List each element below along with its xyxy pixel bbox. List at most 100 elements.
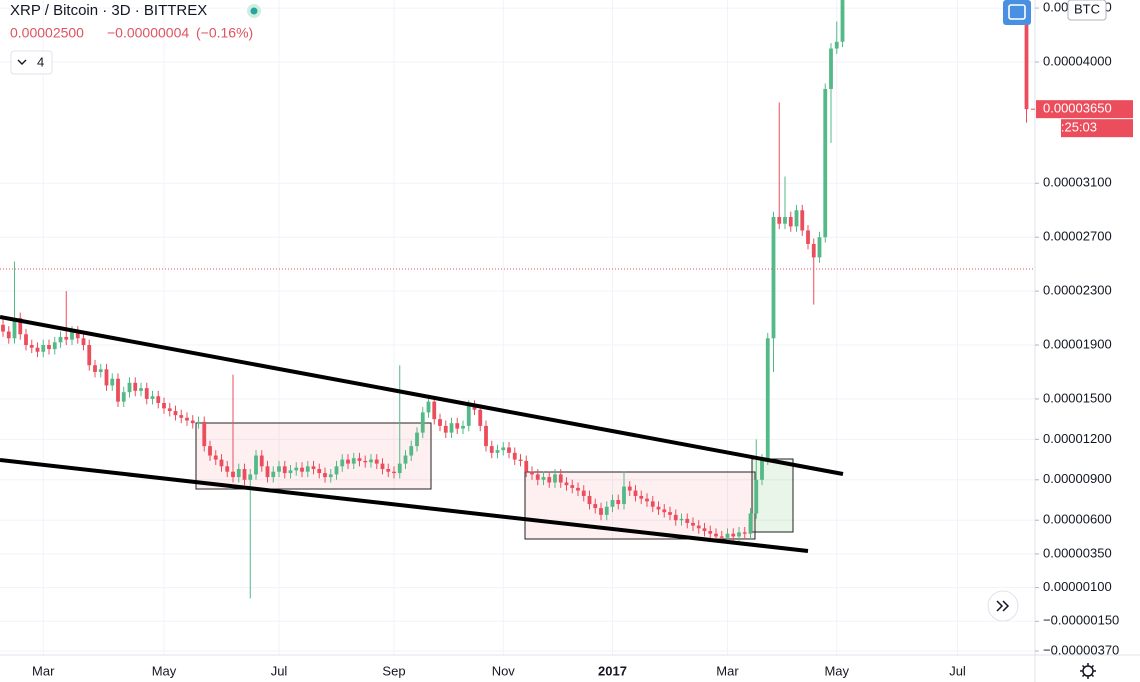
candle-body — [668, 512, 672, 515]
indicator-toggle[interactable] — [10, 50, 53, 75]
candle-body — [317, 469, 322, 474]
candle-body — [788, 216, 793, 227]
candle-body — [403, 455, 408, 464]
gear-teeth — [1080, 663, 1096, 679]
candle-body — [219, 459, 224, 467]
candle-body — [271, 471, 276, 478]
candle-body — [202, 421, 207, 447]
currency-badge[interactable] — [1067, 0, 1107, 21]
candle-body — [190, 420, 195, 424]
candle-body — [518, 459, 523, 461]
candle-body — [593, 504, 598, 509]
candle-body — [524, 460, 529, 472]
candle-body — [558, 474, 563, 483]
settings-icon[interactable] — [1080, 663, 1096, 679]
candle-body — [397, 463, 402, 474]
candle-body — [616, 500, 621, 505]
grid — [0, 0, 1035, 655]
candle-body — [489, 446, 494, 453]
auto-scale-button[interactable] — [1003, 0, 1031, 25]
candle-body — [811, 243, 816, 258]
candle-body — [765, 338, 770, 460]
candle-body — [581, 490, 586, 496]
candle-body — [1, 324, 5, 332]
y-tick-label: −0.00000370 — [1043, 642, 1119, 657]
candle-body — [58, 336, 63, 343]
candles — [1, 0, 1029, 599]
candle-body — [478, 409, 483, 426]
candle-body — [282, 466, 287, 474]
candle-body — [52, 342, 57, 350]
candle-body — [731, 533, 736, 537]
y-tick-label: 0.00001500 — [1043, 390, 1112, 405]
candle-body — [599, 508, 603, 515]
candle-body — [834, 41, 839, 49]
candle-body — [1024, 0, 1029, 110]
candle-body — [81, 338, 86, 346]
candle-body — [392, 471, 396, 474]
y-tick-label: 0.00004000 — [1043, 53, 1112, 68]
candle-body — [449, 423, 454, 433]
candle-body — [75, 331, 80, 339]
candle-body — [208, 446, 212, 456]
candle-body — [409, 446, 414, 456]
candle-body — [645, 498, 649, 502]
candle-body — [610, 500, 615, 507]
candle-body — [530, 471, 534, 475]
x-tick-label: May — [824, 663, 849, 678]
candle-body — [691, 522, 695, 526]
candle-body — [564, 482, 569, 486]
candle-body — [656, 506, 661, 510]
candle-body — [426, 401, 431, 413]
scroll-icon — [996, 600, 1010, 612]
candle-body — [300, 467, 304, 472]
candle-body — [70, 331, 74, 340]
chevron-icon — [17, 59, 27, 65]
candle-body — [650, 501, 655, 507]
candle-body — [438, 419, 442, 426]
breakout-box — [751, 458, 794, 533]
candle-body — [817, 237, 822, 258]
candle-body — [98, 369, 103, 372]
y-tick-label: 0.00002700 — [1043, 229, 1112, 244]
candle-body — [501, 447, 506, 451]
candle-body — [323, 473, 327, 478]
range-box — [195, 422, 432, 490]
candle-body — [340, 459, 345, 467]
candle-body — [742, 532, 747, 534]
candle-body — [110, 378, 115, 386]
candle-body — [369, 459, 373, 463]
candle-body — [783, 216, 787, 224]
candle-body — [639, 495, 644, 499]
x-tick-label: May — [152, 663, 177, 678]
annotations — [0, 268, 1035, 540]
candle-body — [357, 458, 362, 461]
candle-body — [18, 318, 23, 335]
y-tick-label: 0.00003100 — [1043, 175, 1112, 190]
candle-body — [334, 466, 339, 475]
candle-body — [829, 48, 833, 89]
candle-body — [760, 459, 764, 480]
trendline — [0, 315, 844, 476]
last-price-badge — [1036, 100, 1133, 119]
candle-body — [87, 345, 92, 366]
candle-body — [139, 388, 143, 391]
quote-price: 0.00002500 — [10, 25, 84, 41]
candle-body — [116, 378, 120, 402]
y-tick-label: 0.00000350 — [1043, 545, 1112, 560]
x-tick-label: Sep — [382, 663, 405, 678]
y-tick-label: 0.00000900 — [1043, 471, 1112, 486]
candle-body — [144, 388, 149, 399]
candle-body — [622, 486, 626, 505]
x-tick-label: Jul — [271, 663, 288, 678]
candle-body — [541, 477, 546, 480]
candle-body — [673, 514, 678, 521]
candle-body — [806, 230, 810, 244]
axes: 0.000044000.000040000.000031000.00002700… — [32, 0, 1133, 678]
candle-body — [386, 469, 391, 472]
x-tick-label: 2017 — [598, 663, 627, 678]
candle-body — [12, 318, 17, 339]
candle-body — [754, 479, 759, 514]
candle-body — [794, 210, 799, 227]
